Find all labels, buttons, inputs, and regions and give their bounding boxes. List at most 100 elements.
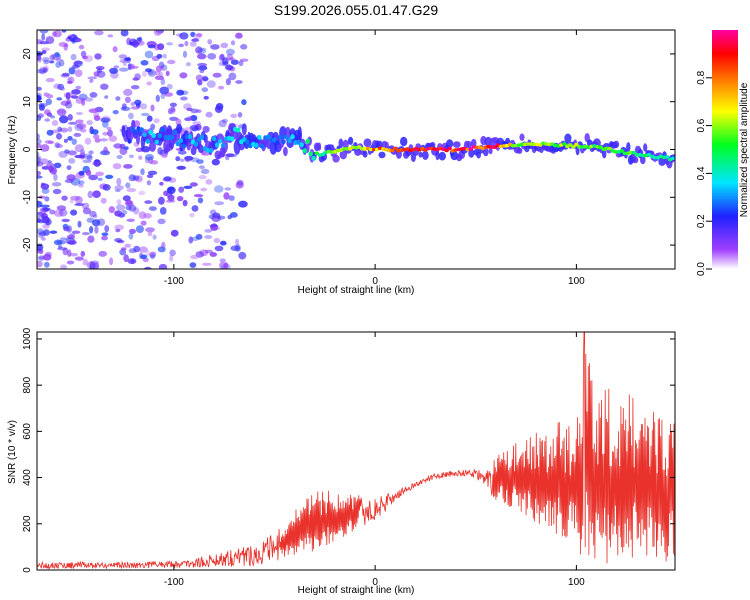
noise-blob <box>100 83 109 90</box>
noise-blob <box>67 136 73 141</box>
noise-blob <box>127 112 134 120</box>
noise-blob <box>143 213 152 219</box>
snr-x-tick-label: 0 <box>372 577 378 588</box>
ridge-halo-cell <box>505 137 510 145</box>
noise-blob <box>65 92 71 100</box>
noise-blob <box>166 186 176 195</box>
ridge-core-cell <box>184 134 190 140</box>
noise-blob <box>37 260 43 268</box>
noise-blob <box>82 258 89 266</box>
noise-blob <box>190 115 198 122</box>
ridge-core-cell <box>670 156 675 161</box>
ridge-halo-cell <box>297 126 302 143</box>
noise-blob <box>209 252 217 257</box>
heatmap-x-tick-label: 0 <box>372 276 378 287</box>
noise-blob <box>49 209 56 215</box>
noise-blob <box>37 211 45 218</box>
noise-blob <box>130 101 135 107</box>
snr-y-tick-label: 800 <box>22 376 33 393</box>
noise-blob <box>94 53 102 60</box>
noise-blob <box>37 170 41 176</box>
noise-blob <box>169 249 176 257</box>
noise-blob <box>98 250 107 257</box>
noise-blob <box>209 209 217 215</box>
noise-blob <box>37 200 43 208</box>
noise-blob <box>75 97 84 104</box>
noise-blob <box>53 30 62 38</box>
noise-blob <box>161 153 168 158</box>
noise-blob <box>75 111 84 116</box>
noise-blob <box>56 109 66 114</box>
noise-blob <box>89 226 94 234</box>
noise-blob <box>218 85 225 90</box>
noise-blob <box>95 171 104 177</box>
noise-blob <box>238 251 247 260</box>
noise-blob <box>183 185 193 189</box>
noise-blob <box>223 192 230 200</box>
ridge-core-cell <box>142 132 147 138</box>
noise-blob <box>80 50 87 58</box>
noise-blob <box>155 94 160 102</box>
noise-blob <box>230 245 240 251</box>
heatmap-marks <box>37 30 675 269</box>
noise-blob <box>189 182 198 187</box>
noise-blob <box>69 199 74 204</box>
noise-blob <box>71 95 79 99</box>
noise-blob <box>135 175 143 183</box>
noise-blob <box>178 43 185 48</box>
noise-blob <box>197 197 204 204</box>
noise-blob <box>139 103 148 110</box>
noise-blob <box>146 174 154 179</box>
noise-blob <box>128 204 137 212</box>
noise-blob <box>122 59 128 67</box>
noise-blob <box>182 50 188 58</box>
ridge-core-cell <box>519 142 525 147</box>
noise-blob <box>143 266 152 269</box>
ridge-halo-cell <box>452 141 461 148</box>
noise-blob <box>60 264 68 269</box>
noise-blob <box>128 174 137 182</box>
noise-blob <box>97 177 103 181</box>
noise-blob <box>196 33 203 37</box>
noise-blob <box>170 229 179 237</box>
noise-blob <box>235 238 240 246</box>
noise-blob <box>187 115 192 122</box>
noise-blob <box>39 41 50 45</box>
noise-blob <box>160 64 168 71</box>
noise-blob <box>88 174 99 181</box>
noise-blob <box>93 214 98 219</box>
noise-blob <box>130 85 140 90</box>
noise-blob <box>225 48 235 56</box>
noise-blob <box>184 40 189 47</box>
noise-blob <box>46 129 54 136</box>
noise-blob <box>92 219 101 227</box>
noise-blob <box>128 154 134 159</box>
ridge-halo-cell <box>317 142 322 151</box>
noise-blob <box>140 254 148 260</box>
noise-blob <box>112 46 118 53</box>
noise-blob <box>122 195 131 202</box>
noise-blob <box>37 217 41 224</box>
ridge-core-cell <box>145 138 150 144</box>
ridge-halo-cell <box>342 139 349 149</box>
noise-blob <box>37 54 42 61</box>
noise-blob <box>130 106 140 110</box>
snr-y-tick-label: 400 <box>22 469 33 486</box>
heatmap-y-ticks: -20 -10 0 10 20 <box>22 48 675 252</box>
noise-blob <box>169 116 179 121</box>
noise-blob <box>184 157 191 162</box>
ridge-core-cell <box>574 142 579 147</box>
noise-blob <box>160 78 166 86</box>
ridge-halo-cell <box>338 138 344 149</box>
noise-blob <box>67 36 72 40</box>
ridge-core-cell <box>175 141 181 147</box>
noise-blob <box>114 238 123 243</box>
noise-blob <box>87 235 95 243</box>
noise-blob <box>236 179 244 186</box>
ridge-halo-cell <box>468 148 475 158</box>
noise-blob <box>61 218 70 223</box>
ridge-core-cell <box>598 145 603 150</box>
noise-blob <box>198 65 208 71</box>
noise-blob <box>210 226 221 231</box>
